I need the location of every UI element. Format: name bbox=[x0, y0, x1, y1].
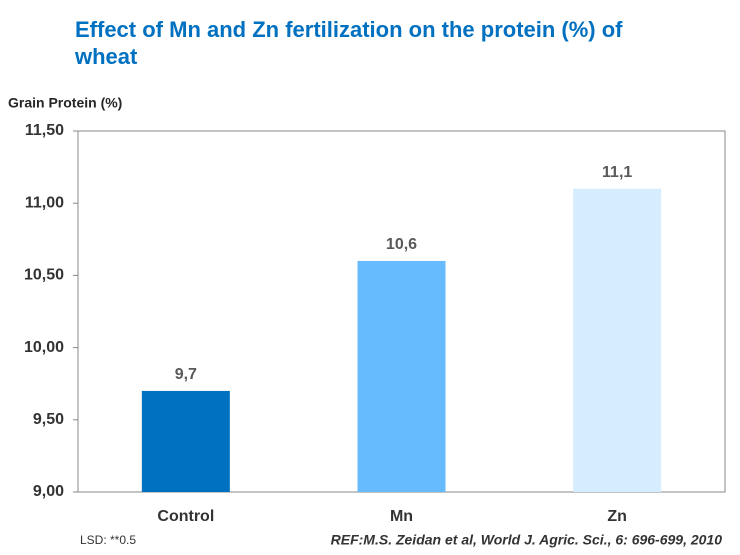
bar bbox=[141, 390, 230, 492]
value-label: 11,1 bbox=[602, 164, 632, 181]
chart-title: Effect of Mn and Zn fertilization on the… bbox=[75, 17, 623, 69]
reference: REF:M.S. Zeidan et al, World J. Agric. S… bbox=[331, 532, 723, 548]
value-label: 9,7 bbox=[175, 366, 197, 383]
y-tick-label: 11,00 bbox=[25, 194, 64, 211]
y-tick-label: 9,00 bbox=[33, 483, 64, 500]
x-tick-label: Zn bbox=[607, 508, 627, 525]
x-tick-label: Mn bbox=[390, 508, 413, 525]
y-axis-label: Grain Protein (%) bbox=[8, 95, 122, 111]
bar bbox=[357, 260, 446, 492]
bar bbox=[573, 188, 662, 492]
y-tick-label: 10,00 bbox=[24, 339, 64, 356]
x-tick-label: Control bbox=[157, 508, 214, 525]
value-label: 10,6 bbox=[386, 236, 417, 253]
y-tick-label: 9,50 bbox=[33, 411, 64, 428]
y-tick-label: 11,50 bbox=[25, 122, 64, 139]
footnote: LSD: **0.5 bbox=[80, 533, 136, 547]
y-tick-label: 10,50 bbox=[24, 267, 64, 284]
